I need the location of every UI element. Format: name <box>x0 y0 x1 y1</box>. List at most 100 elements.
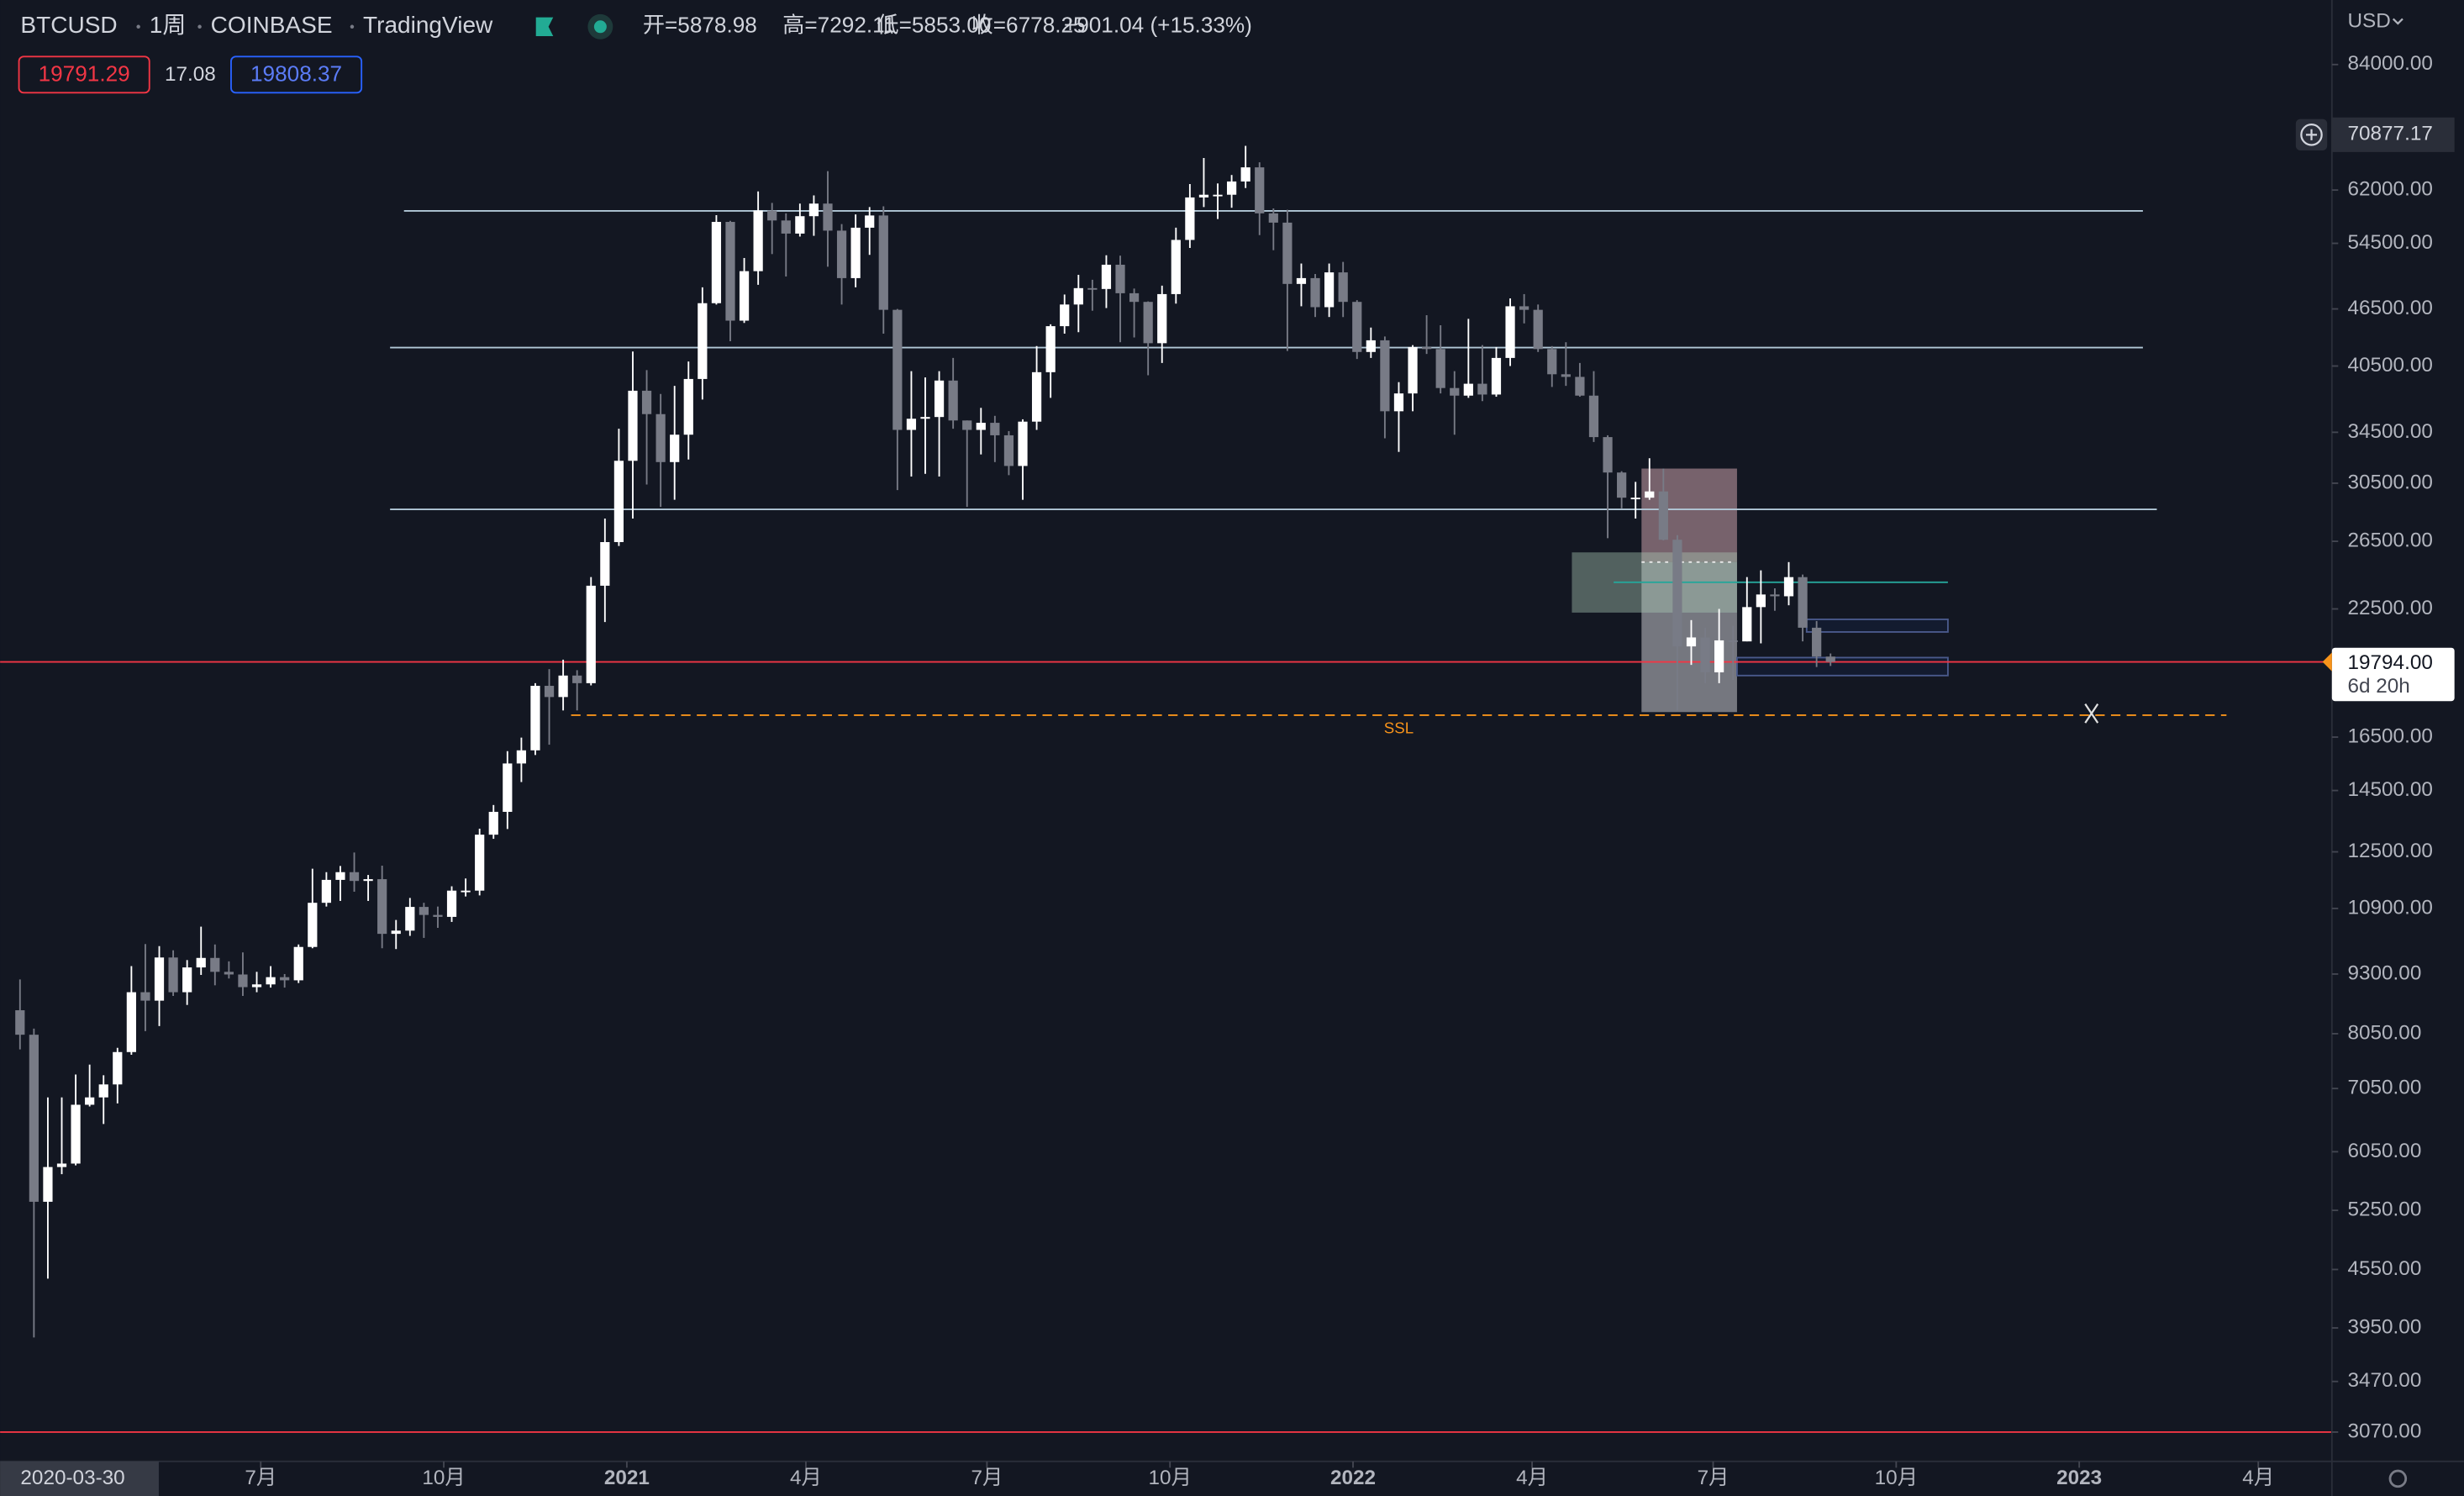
candle-body <box>1686 637 1697 647</box>
ohlc-close: 收=6778.25 <box>971 13 1086 38</box>
candle-body <box>670 435 680 462</box>
candle-body <box>558 675 568 698</box>
candle-body <box>641 390 652 414</box>
current-price: 19794.00 <box>2348 651 2433 674</box>
candle-body <box>1087 287 1098 290</box>
y-tick-label: 3470.00 <box>2348 1369 2422 1392</box>
settings-icon[interactable] <box>2388 1469 2408 1488</box>
candle-body <box>266 977 276 985</box>
candle-body <box>781 220 791 234</box>
candle-body <box>586 585 596 683</box>
crosshair-time-box <box>0 1461 159 1496</box>
x-tick-label: 4月 <box>2242 1467 2274 1489</box>
y-tick-label: 54500.00 <box>2348 231 2433 254</box>
candle-body <box>516 750 527 764</box>
candle-body <box>349 872 360 882</box>
candle-body <box>1003 435 1014 466</box>
candle-body <box>1185 197 1195 240</box>
candle-body <box>405 907 415 931</box>
x-tick-label: 7月 <box>1698 1467 1730 1489</box>
crosshair-plus-icon <box>2300 124 2323 146</box>
y-tick-label: 10900.00 <box>2348 896 2433 919</box>
candle-body <box>1700 637 1710 672</box>
candle-body <box>836 230 847 278</box>
candle-body <box>1101 264 1112 289</box>
candle-body <box>446 890 457 917</box>
candle-body <box>1575 377 1585 396</box>
candle-body <box>1060 304 1070 327</box>
bid-price[interactable]: 19791.29 <box>39 61 130 87</box>
ohlc-open: 开=5878.98 <box>643 13 757 38</box>
cursor-cross <box>2084 703 2099 724</box>
candle-body <box>293 946 303 981</box>
crosshair-price: 70877.17 <box>2348 123 2433 145</box>
x-tick-label: 2022 <box>1330 1467 1376 1489</box>
candle-body <box>1812 627 1822 657</box>
x-tick-label: 10月 <box>1875 1467 1918 1489</box>
candle-body <box>419 907 429 915</box>
bid-box[interactable] <box>18 55 150 94</box>
symbol[interactable]: BTCUSD <box>20 12 117 38</box>
candle-body <box>1018 421 1028 466</box>
candle-body <box>1198 194 1209 198</box>
y-tick-label: 8050.00 <box>2348 1021 2422 1044</box>
candle-body <box>1630 498 1640 500</box>
ask-price[interactable]: 19808.37 <box>250 61 342 87</box>
candle-body <box>628 390 638 461</box>
candle-body <box>530 686 540 751</box>
y-tick-label: 62000.00 <box>2348 178 2433 201</box>
ohlc-change: +901.04 (+15.33%) <box>1064 13 1252 38</box>
y-tick-label: 16500.00 <box>2348 724 2433 747</box>
candle-body <box>1157 293 1167 344</box>
candle-body <box>990 423 1000 435</box>
candle-body <box>1714 640 1724 672</box>
candle-body <box>1240 167 1250 182</box>
candle-body <box>56 1163 67 1167</box>
candle-body <box>210 957 220 972</box>
spread: 17.08 <box>165 63 216 86</box>
candle-body <box>1561 374 1571 377</box>
candle-body <box>962 420 972 430</box>
candle-body <box>1045 326 1056 372</box>
candle-body <box>823 203 833 231</box>
candle-body <box>1519 306 1529 310</box>
y-tick-label: 6050.00 <box>2348 1140 2422 1162</box>
candle-body <box>168 957 178 993</box>
interval[interactable]: 1周 <box>150 12 187 38</box>
candle-body <box>976 423 986 430</box>
candle-body <box>503 763 513 812</box>
zone-box <box>1641 561 1737 713</box>
candle-body <box>488 811 498 835</box>
candle-body <box>1366 340 1376 352</box>
price-label-box <box>2331 647 2455 702</box>
candle-body <box>1213 194 1223 197</box>
candle-body <box>1672 540 1682 647</box>
x-tick-label: 10月 <box>422 1467 465 1489</box>
candle-body <box>600 542 610 586</box>
currency-chevron[interactable] <box>2392 18 2403 25</box>
source: TradingView <box>363 12 493 38</box>
candle-body <box>1352 302 1362 352</box>
candle-body <box>1505 306 1515 358</box>
x-tick-label: 4月 <box>790 1467 822 1489</box>
y-tick-label: 12500.00 <box>2348 840 2433 862</box>
candle-body <box>15 1010 25 1035</box>
candle-body <box>98 1084 108 1098</box>
candle-body <box>1603 437 1613 473</box>
candle-body <box>391 930 401 935</box>
currency[interactable]: USD <box>2348 10 2391 33</box>
y-tick-label: 34500.00 <box>2348 420 2433 443</box>
x-tick-label: 7月 <box>245 1467 276 1489</box>
market-open-flag[interactable] <box>535 17 554 37</box>
candle-body <box>1783 577 1794 597</box>
y-tick-label: 3950.00 <box>2348 1315 2422 1338</box>
ask-box[interactable] <box>230 55 363 94</box>
candle-body <box>1282 222 1293 284</box>
candle-body <box>753 210 763 271</box>
candle-body <box>698 303 708 379</box>
candle-body <box>948 380 958 421</box>
candle-body <box>335 872 345 880</box>
candle-body <box>1533 309 1543 350</box>
